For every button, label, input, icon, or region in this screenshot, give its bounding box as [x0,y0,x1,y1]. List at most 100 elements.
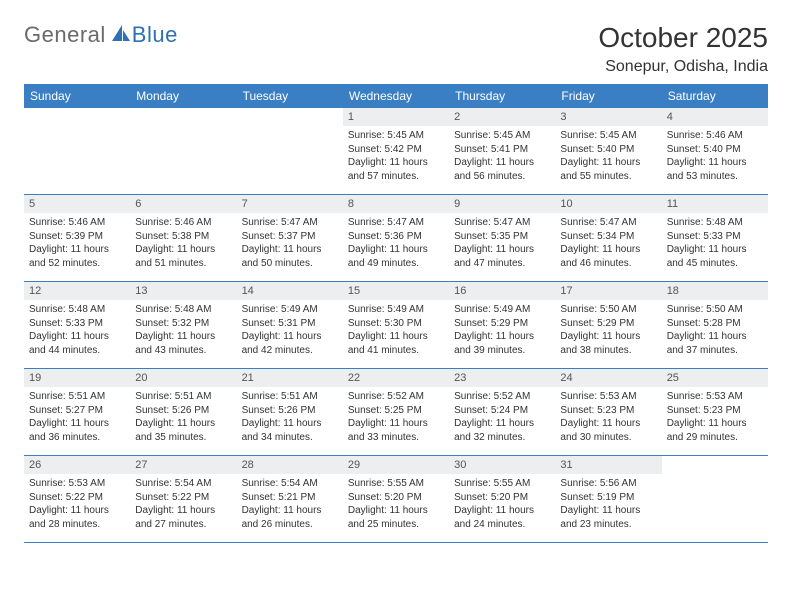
day-cell [130,108,236,194]
weekday-header: Thursday [449,84,555,108]
day-cell: 11Sunrise: 5:48 AMSunset: 5:33 PMDayligh… [662,195,768,281]
daylight-text: Daylight: 11 hours and 56 minutes. [454,156,550,183]
daylight-text: Daylight: 11 hours and 35 minutes. [135,417,231,444]
sunset-text: Sunset: 5:20 PM [348,491,444,505]
month-title: October 2025 [598,22,768,54]
day-content: Sunrise: 5:45 AMSunset: 5:41 PMDaylight:… [449,126,555,189]
day-number: 1 [343,108,449,126]
day-content: Sunrise: 5:52 AMSunset: 5:25 PMDaylight:… [343,387,449,450]
sunset-text: Sunset: 5:24 PM [454,404,550,418]
daylight-text: Daylight: 11 hours and 38 minutes. [560,330,656,357]
sunrise-text: Sunrise: 5:46 AM [135,216,231,230]
day-number: 10 [555,195,661,213]
daylight-text: Daylight: 11 hours and 50 minutes. [242,243,338,270]
page: General Blue October 2025 Sonepur, Odish… [0,0,792,565]
day-cell [662,456,768,542]
daylight-text: Daylight: 11 hours and 28 minutes. [29,504,125,531]
day-content: Sunrise: 5:55 AMSunset: 5:20 PMDaylight:… [343,474,449,537]
sunset-text: Sunset: 5:23 PM [560,404,656,418]
logo: General Blue [24,22,178,48]
sunrise-text: Sunrise: 5:52 AM [348,390,444,404]
sunset-text: Sunset: 5:39 PM [29,230,125,244]
daylight-text: Daylight: 11 hours and 55 minutes. [560,156,656,183]
day-content: Sunrise: 5:56 AMSunset: 5:19 PMDaylight:… [555,474,661,537]
weekday-header: Saturday [662,84,768,108]
day-number: 6 [130,195,236,213]
sunrise-text: Sunrise: 5:46 AM [29,216,125,230]
day-cell: 2Sunrise: 5:45 AMSunset: 5:41 PMDaylight… [449,108,555,194]
sunset-text: Sunset: 5:40 PM [667,143,763,157]
daylight-text: Daylight: 11 hours and 42 minutes. [242,330,338,357]
sunrise-text: Sunrise: 5:50 AM [560,303,656,317]
day-content: Sunrise: 5:51 AMSunset: 5:27 PMDaylight:… [24,387,130,450]
sunrise-text: Sunrise: 5:55 AM [454,477,550,491]
day-content: Sunrise: 5:53 AMSunset: 5:23 PMDaylight:… [662,387,768,450]
daylight-text: Daylight: 11 hours and 49 minutes. [348,243,444,270]
sunrise-text: Sunrise: 5:45 AM [560,129,656,143]
daylight-text: Daylight: 11 hours and 34 minutes. [242,417,338,444]
day-cell: 8Sunrise: 5:47 AMSunset: 5:36 PMDaylight… [343,195,449,281]
day-content: Sunrise: 5:46 AMSunset: 5:39 PMDaylight:… [24,213,130,276]
day-number: 23 [449,369,555,387]
day-number: 18 [662,282,768,300]
sunrise-text: Sunrise: 5:47 AM [348,216,444,230]
daylight-text: Daylight: 11 hours and 52 minutes. [29,243,125,270]
sunset-text: Sunset: 5:22 PM [29,491,125,505]
day-content: Sunrise: 5:47 AMSunset: 5:34 PMDaylight:… [555,213,661,276]
daylight-text: Daylight: 11 hours and 39 minutes. [454,330,550,357]
day-content: Sunrise: 5:47 AMSunset: 5:35 PMDaylight:… [449,213,555,276]
sunrise-text: Sunrise: 5:51 AM [29,390,125,404]
weekday-header-row: Sunday Monday Tuesday Wednesday Thursday… [24,84,768,108]
logo-sail-icon [110,23,132,48]
sunset-text: Sunset: 5:40 PM [560,143,656,157]
sunset-text: Sunset: 5:35 PM [454,230,550,244]
day-cell: 5Sunrise: 5:46 AMSunset: 5:39 PMDaylight… [24,195,130,281]
sunrise-text: Sunrise: 5:51 AM [242,390,338,404]
daylight-text: Daylight: 11 hours and 33 minutes. [348,417,444,444]
day-cell: 1Sunrise: 5:45 AMSunset: 5:42 PMDaylight… [343,108,449,194]
sunrise-text: Sunrise: 5:47 AM [242,216,338,230]
weekday-header: Tuesday [237,84,343,108]
day-number: 13 [130,282,236,300]
sunrise-text: Sunrise: 5:46 AM [667,129,763,143]
sunset-text: Sunset: 5:27 PM [29,404,125,418]
day-number: 8 [343,195,449,213]
sunrise-text: Sunrise: 5:53 AM [29,477,125,491]
day-content: Sunrise: 5:45 AMSunset: 5:42 PMDaylight:… [343,126,449,189]
day-cell [237,108,343,194]
sunset-text: Sunset: 5:21 PM [242,491,338,505]
daylight-text: Daylight: 11 hours and 47 minutes. [454,243,550,270]
day-number: 15 [343,282,449,300]
day-content: Sunrise: 5:48 AMSunset: 5:33 PMDaylight:… [24,300,130,363]
logo-text-general: General [24,22,106,48]
sunset-text: Sunset: 5:20 PM [454,491,550,505]
sunrise-text: Sunrise: 5:49 AM [348,303,444,317]
sunrise-text: Sunrise: 5:49 AM [242,303,338,317]
calendar-body: 1Sunrise: 5:45 AMSunset: 5:42 PMDaylight… [24,108,768,543]
day-content: Sunrise: 5:47 AMSunset: 5:36 PMDaylight:… [343,213,449,276]
day-content: Sunrise: 5:48 AMSunset: 5:33 PMDaylight:… [662,213,768,276]
sunrise-text: Sunrise: 5:51 AM [135,390,231,404]
day-cell: 29Sunrise: 5:55 AMSunset: 5:20 PMDayligh… [343,456,449,542]
day-cell: 31Sunrise: 5:56 AMSunset: 5:19 PMDayligh… [555,456,661,542]
day-cell [24,108,130,194]
sunset-text: Sunset: 5:37 PM [242,230,338,244]
day-cell: 28Sunrise: 5:54 AMSunset: 5:21 PMDayligh… [237,456,343,542]
day-cell: 17Sunrise: 5:50 AMSunset: 5:29 PMDayligh… [555,282,661,368]
day-cell: 24Sunrise: 5:53 AMSunset: 5:23 PMDayligh… [555,369,661,455]
sunrise-text: Sunrise: 5:48 AM [29,303,125,317]
sunrise-text: Sunrise: 5:55 AM [348,477,444,491]
day-cell: 3Sunrise: 5:45 AMSunset: 5:40 PMDaylight… [555,108,661,194]
daylight-text: Daylight: 11 hours and 32 minutes. [454,417,550,444]
daylight-text: Daylight: 11 hours and 25 minutes. [348,504,444,531]
sunrise-text: Sunrise: 5:56 AM [560,477,656,491]
daylight-text: Daylight: 11 hours and 37 minutes. [667,330,763,357]
day-number: 12 [24,282,130,300]
day-content: Sunrise: 5:49 AMSunset: 5:30 PMDaylight:… [343,300,449,363]
day-number: 5 [24,195,130,213]
day-cell: 19Sunrise: 5:51 AMSunset: 5:27 PMDayligh… [24,369,130,455]
day-content: Sunrise: 5:50 AMSunset: 5:29 PMDaylight:… [555,300,661,363]
day-cell: 16Sunrise: 5:49 AMSunset: 5:29 PMDayligh… [449,282,555,368]
day-number: 29 [343,456,449,474]
title-block: October 2025 Sonepur, Odisha, India [598,22,768,76]
